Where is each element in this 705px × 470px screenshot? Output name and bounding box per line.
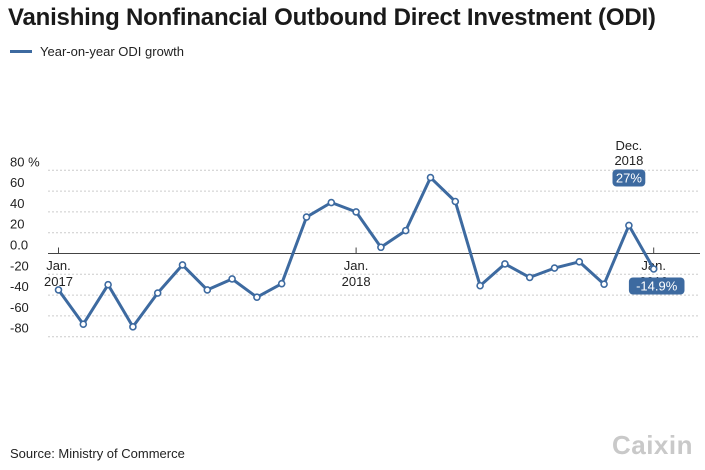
- data-point: [451, 197, 460, 206]
- data-point: [625, 221, 633, 230]
- legend-label: Year-on-year ODI growth: [40, 43, 185, 59]
- data-point: [377, 243, 385, 252]
- data-point: [327, 198, 336, 207]
- data-point: [550, 264, 559, 272]
- y-tick-label: 60: [10, 175, 24, 190]
- data-point: [253, 293, 261, 301]
- data-point: [525, 273, 534, 282]
- data-point: [426, 173, 435, 182]
- data-point: [302, 213, 311, 221]
- y-tick-label: -20: [10, 258, 29, 273]
- legend: Year-on-year ODI growth: [10, 42, 184, 60]
- data-point: [178, 261, 187, 269]
- value-badge-text: -14.9%: [636, 278, 678, 293]
- annotation-label: Dec.: [616, 138, 643, 153]
- data-point: [649, 265, 658, 273]
- data-point: [575, 258, 584, 266]
- data-point: [228, 275, 236, 283]
- data-point: [501, 260, 509, 268]
- x-tick-label: Jan.: [344, 258, 369, 273]
- x-tick-label: 2018: [342, 274, 371, 289]
- legend-line-swatch: [10, 49, 32, 53]
- value-badge: [612, 169, 646, 187]
- data-point: [401, 226, 410, 235]
- data-point: [352, 208, 360, 216]
- data-point: [129, 323, 137, 331]
- data-point: [203, 286, 212, 294]
- data-point: [104, 280, 112, 289]
- value-badge-text: 27%: [616, 171, 642, 186]
- data-point: [54, 286, 63, 294]
- y-tick-label: 0.0: [10, 238, 28, 253]
- value-badge: [628, 277, 685, 295]
- data-point: [277, 279, 286, 288]
- x-tick-label: 2017: [44, 274, 73, 289]
- y-tick-label: 40: [10, 196, 24, 211]
- data-point: [476, 281, 484, 290]
- source-note: Source: Ministry of Commerce: [10, 446, 185, 461]
- caixin-logo: Caixin: [611, 430, 693, 460]
- x-tick-label: Jan.: [46, 258, 71, 273]
- y-tick-label: -60: [10, 300, 29, 315]
- y-tick-label: 20: [10, 217, 24, 232]
- y-tick-label: -80: [10, 321, 29, 336]
- data-point: [600, 280, 608, 288]
- data-point: [79, 320, 88, 329]
- y-tick-label: -40: [10, 279, 29, 294]
- annotation-layer: Dec.2018 27% -14.9%: [612, 138, 685, 295]
- annotation-label: 2018: [614, 153, 643, 168]
- chart-title: Vanishing Nonfinancial Outbound Direct I…: [8, 4, 656, 31]
- y-tick-label: 80 %: [10, 154, 40, 169]
- data-point: [153, 289, 162, 297]
- axis-layer: 80 %6040200.0-20-40-60-80Jan.2017Jan.201…: [10, 154, 700, 336]
- point-layer: [54, 173, 658, 331]
